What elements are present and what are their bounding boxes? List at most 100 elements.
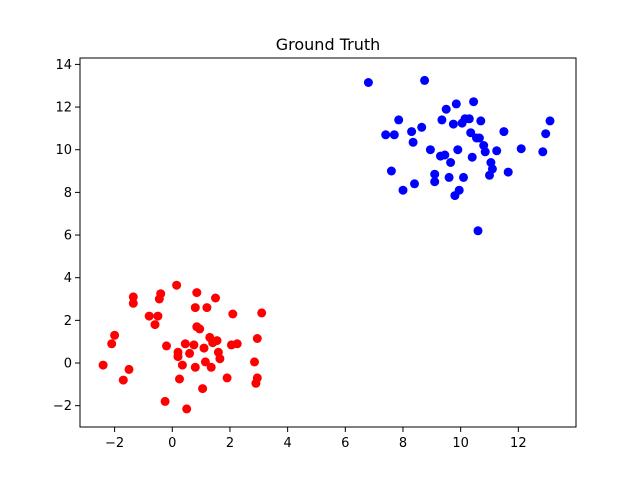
y-tick-label-0: −2 [53, 399, 72, 414]
data-point-series-0-38 [215, 354, 225, 364]
data-point-series-1-33 [473, 226, 483, 236]
ticks-layer: −2 0 2 4 6 8 10 12 −2 0 2 4 6 8 10 12 14 [53, 58, 527, 451]
data-point-series-1-24 [454, 185, 464, 195]
data-point-series-0-4 [124, 364, 134, 374]
data-point-series-0-26 [192, 288, 202, 298]
data-point-series-0-43 [250, 357, 259, 367]
data-point-series-1-15 [437, 115, 447, 125]
plot-frame [79, 57, 577, 428]
data-point-series-0-42 [232, 339, 242, 349]
data-point-series-0-36 [212, 336, 222, 346]
data-point-series-1-23 [453, 145, 463, 155]
data-point-series-0-29 [199, 343, 209, 353]
data-point-series-0-33 [206, 362, 216, 372]
data-point-series-1-45 [538, 147, 548, 157]
x-tick-label-7: 12 [510, 436, 527, 451]
data-point-series-1-17 [441, 104, 451, 114]
y-tick-label-2: 2 [64, 314, 72, 329]
data-point-series-0-21 [185, 348, 195, 358]
data-point-series-1-1 [381, 130, 391, 140]
data-point-series-0-19 [180, 339, 190, 349]
data-point-series-1-22 [451, 99, 461, 109]
data-point-series-1-42 [499, 127, 509, 137]
data-point-series-0-28 [198, 384, 208, 394]
data-point-series-1-9 [417, 122, 427, 132]
data-point-series-0-3 [118, 375, 128, 385]
data-point-series-0-30 [200, 357, 210, 367]
data-point-series-1-31 [469, 97, 479, 107]
data-point-series-1-2 [386, 166, 396, 176]
data-point-series-0-46 [252, 334, 262, 343]
y-tick-label-6: 10 [55, 143, 72, 158]
y-tick-label-5: 8 [64, 186, 72, 201]
data-point-series-1-46 [541, 129, 551, 139]
y-tick-label-1: 0 [64, 357, 72, 372]
data-point-series-1-41 [492, 146, 502, 156]
x-tick-label-3: 4 [283, 436, 291, 451]
points-layer [98, 75, 555, 414]
data-point-series-0-16 [173, 347, 183, 357]
data-point-series-0-0 [98, 360, 108, 370]
data-point-series-1-11 [425, 145, 435, 155]
data-point-series-0-17 [175, 374, 184, 384]
data-point-series-1-19 [446, 158, 456, 167]
data-point-series-0-8 [150, 320, 160, 330]
y-tick-label-3: 4 [64, 271, 72, 286]
data-point-series-1-29 [466, 128, 476, 138]
data-point-series-0-1 [107, 339, 117, 349]
data-point-series-1-37 [480, 147, 490, 157]
x-tick-label-2: 2 [226, 436, 234, 451]
data-point-series-1-34 [474, 133, 484, 143]
chart-title: Ground Truth [276, 35, 381, 54]
data-point-series-0-47 [257, 308, 267, 318]
data-point-series-1-20 [448, 119, 458, 129]
data-point-series-1-6 [407, 127, 417, 137]
data-point-series-0-7 [144, 311, 154, 321]
data-point-series-0-5 [128, 292, 138, 302]
data-point-series-1-12 [430, 177, 440, 187]
y-tick-label-4: 6 [64, 229, 72, 244]
data-point-series-0-12 [162, 341, 171, 351]
data-point-series-1-40 [487, 164, 497, 174]
x-tick-label-6: 10 [452, 436, 469, 451]
data-point-series-1-43 [503, 167, 513, 177]
data-point-series-1-28 [464, 114, 474, 124]
data-point-series-1-26 [459, 172, 468, 182]
data-point-series-0-2 [110, 330, 120, 340]
x-tick-label-0: −2 [105, 436, 124, 451]
data-point-series-0-45 [252, 373, 262, 383]
data-point-series-1-5 [398, 185, 408, 195]
data-point-series-0-22 [189, 340, 199, 350]
data-point-series-1-35 [476, 116, 486, 126]
y-tick-label-7: 12 [55, 101, 72, 116]
y-tick-label-8: 14 [55, 58, 72, 73]
data-point-series-1-8 [410, 179, 419, 189]
data-point-series-1-0 [363, 78, 373, 87]
data-point-series-1-44 [516, 144, 526, 154]
x-tick-label-5: 8 [399, 436, 407, 451]
data-point-series-0-23 [190, 303, 200, 313]
data-point-series-0-27 [195, 324, 205, 334]
data-point-series-0-14 [172, 280, 182, 290]
data-point-series-1-30 [467, 152, 477, 162]
data-point-series-0-39 [222, 373, 232, 383]
data-point-series-1-4 [394, 115, 404, 125]
data-point-series-0-11 [156, 289, 166, 299]
data-point-series-1-16 [440, 150, 450, 160]
data-point-series-1-3 [389, 130, 399, 140]
data-point-series-0-6 [128, 298, 138, 308]
x-tick-label-1: 0 [168, 436, 176, 451]
data-point-series-0-18 [177, 360, 187, 370]
data-point-series-0-13 [160, 396, 170, 406]
data-point-series-0-31 [202, 303, 212, 313]
data-point-series-1-47 [545, 116, 555, 126]
data-point-series-0-24 [190, 362, 200, 372]
data-point-series-1-10 [420, 75, 430, 85]
data-point-series-0-20 [182, 404, 192, 414]
data-point-series-0-41 [228, 309, 238, 319]
data-point-series-1-18 [444, 172, 454, 182]
x-tick-label-4: 6 [341, 436, 349, 451]
data-point-series-0-35 [211, 293, 220, 303]
